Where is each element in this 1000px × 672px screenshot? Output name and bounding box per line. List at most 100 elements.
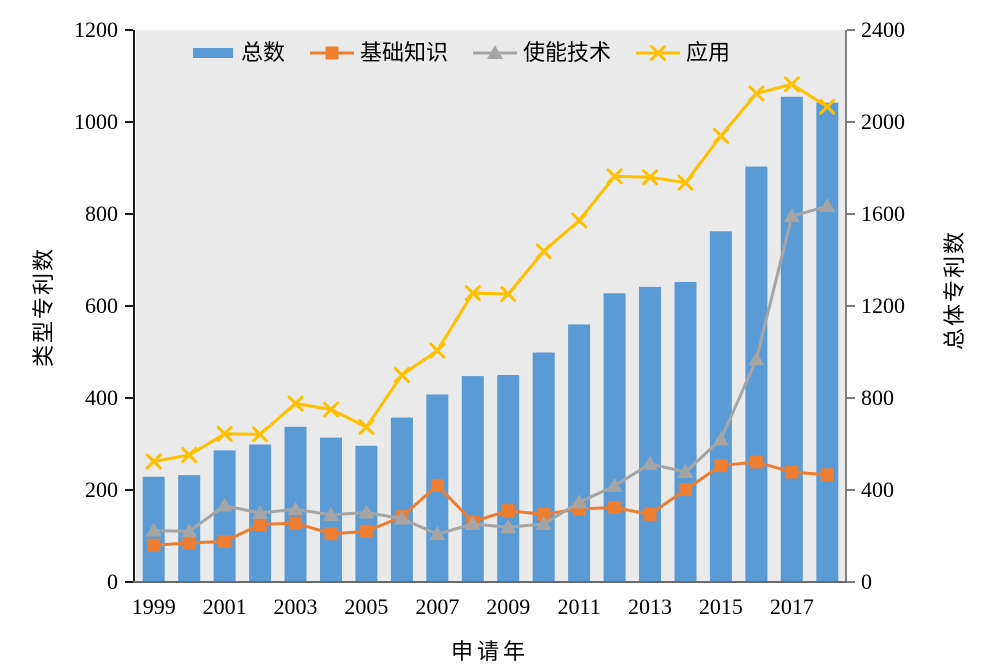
right-tick-0 — [847, 581, 855, 583]
chart-legend: 总数 基础知识 使能技术 应用 — [190, 40, 730, 66]
x-tick-label-2013: 2013 — [628, 594, 673, 619]
square-marker-2005 — [359, 524, 373, 538]
x-marker-2002 — [252, 426, 269, 443]
triangle-marker-2016 — [748, 351, 765, 366]
left-tick-0 — [125, 581, 133, 583]
legend-label-应用: 应用 — [686, 40, 731, 65]
square-marker-2001 — [218, 535, 232, 549]
x-marker-2004 — [322, 401, 339, 418]
legend-swatch-square-icon — [310, 46, 355, 60]
bar-2015 — [709, 231, 732, 582]
x-marker-2013 — [642, 169, 659, 186]
bar-2018 — [816, 102, 839, 582]
left-tick-1000 — [125, 121, 133, 123]
x-tick-label-2007: 2007 — [415, 594, 460, 619]
triangle-marker-2007 — [429, 526, 446, 541]
left-tick-200 — [125, 489, 133, 491]
bar-2016 — [745, 166, 768, 582]
triangle-marker-2000 — [181, 523, 198, 538]
legend-item-基础知识: 基础知识 — [309, 42, 448, 64]
triangle-marker-2002 — [252, 505, 269, 519]
bar-2008 — [461, 376, 484, 582]
triangle-marker-2012 — [606, 477, 623, 492]
bar-2013 — [639, 286, 661, 582]
x-marker-2006 — [393, 367, 410, 383]
triangle-marker-2013 — [642, 455, 659, 470]
right-tick-label-400: 400 — [861, 477, 894, 502]
x-marker-2014 — [677, 174, 694, 191]
right-tick-800 — [847, 397, 855, 399]
x-tick-label-2011: 2011 — [557, 594, 601, 619]
left-tick-1200 — [125, 29, 133, 31]
left-tick-label-200: 200 — [85, 477, 118, 502]
x-marker-2010 — [535, 243, 552, 260]
triangle-marker-2018 — [819, 198, 836, 213]
legend-item-应用: 应用 — [635, 42, 730, 64]
bar-2014 — [674, 281, 697, 582]
right-tick-label-2400: 2400 — [861, 17, 905, 42]
bar-2001 — [213, 450, 236, 582]
bar-2010 — [532, 352, 555, 582]
legend-label-基础知识: 基础知识 — [360, 40, 449, 65]
x-axis-title: 申请年 — [450, 639, 530, 664]
legend-swatch-triangle-icon — [473, 45, 518, 59]
bar-2006 — [390, 417, 413, 582]
triangle-marker-2015 — [712, 431, 729, 446]
square-marker-2007 — [430, 478, 444, 492]
x-marker-2018 — [819, 98, 836, 115]
square-marker-2004 — [324, 527, 338, 541]
square-marker-2002 — [253, 518, 267, 531]
x-marker-2007 — [429, 342, 446, 359]
triangle-marker-2005 — [358, 504, 375, 519]
right-tick-1600 — [847, 213, 855, 215]
triangle-marker-2017 — [783, 208, 800, 223]
right-tick-2400 — [847, 29, 855, 31]
x-marker-2005 — [358, 418, 375, 435]
x-marker-2012 — [606, 168, 623, 185]
left-tick-800 — [125, 213, 133, 215]
square-marker-2010 — [537, 507, 551, 521]
legend-label-使能技术: 使能技术 — [523, 40, 612, 65]
triangle-marker-2004 — [322, 506, 339, 521]
x-tick-label-2015: 2015 — [698, 594, 743, 619]
square-marker-2016 — [749, 455, 763, 469]
legend-item-总数: 总数 — [190, 42, 285, 64]
x-marker-2001 — [216, 425, 233, 442]
x-tick-label-1999: 1999 — [131, 594, 176, 619]
x-marker-2016 — [748, 85, 765, 102]
square-marker-2009 — [501, 504, 515, 518]
square-marker-2000 — [182, 536, 196, 550]
x-marker-2000 — [181, 447, 198, 464]
triangle-marker-2014 — [677, 464, 694, 479]
x-tick-label-2017: 2017 — [769, 594, 814, 619]
left-tick-label-800: 800 — [85, 201, 118, 226]
square-marker-2018 — [820, 468, 834, 482]
triangle-marker-1999 — [145, 522, 162, 537]
left-tick-600 — [125, 305, 133, 307]
square-marker-2003 — [289, 516, 303, 530]
legend-item-使能技术: 使能技术 — [472, 42, 611, 64]
square-marker-1999 — [147, 538, 161, 552]
square-marker-2015 — [714, 459, 728, 473]
square-marker-2017 — [785, 465, 799, 479]
triangle-marker-2008 — [464, 516, 481, 531]
right-tick-label-1600: 1600 — [861, 201, 905, 226]
triangle-marker-2010 — [535, 516, 552, 531]
triangle-marker-2011 — [571, 494, 588, 509]
bar-2009 — [497, 375, 520, 582]
x-tick-label-2005: 2005 — [344, 594, 389, 619]
left-tick-label-1200: 1200 — [74, 17, 118, 42]
left-tick-label-600: 600 — [85, 293, 118, 318]
square-marker-2013 — [643, 507, 657, 521]
legend-label-总数: 总数 — [241, 40, 286, 65]
x-tick-label-2003: 2003 — [273, 594, 318, 619]
x-marker-2008 — [464, 285, 481, 302]
x-marker-2003 — [287, 395, 304, 412]
left-tick-label-1000: 1000 — [74, 109, 118, 134]
right-tick-1200 — [847, 305, 855, 307]
x-marker-2009 — [500, 286, 517, 303]
x-tick-label-2009: 2009 — [486, 594, 531, 619]
square-marker-2014 — [678, 483, 692, 497]
triangle-marker-2003 — [287, 501, 304, 516]
right-tick-label-2000: 2000 — [861, 109, 905, 134]
